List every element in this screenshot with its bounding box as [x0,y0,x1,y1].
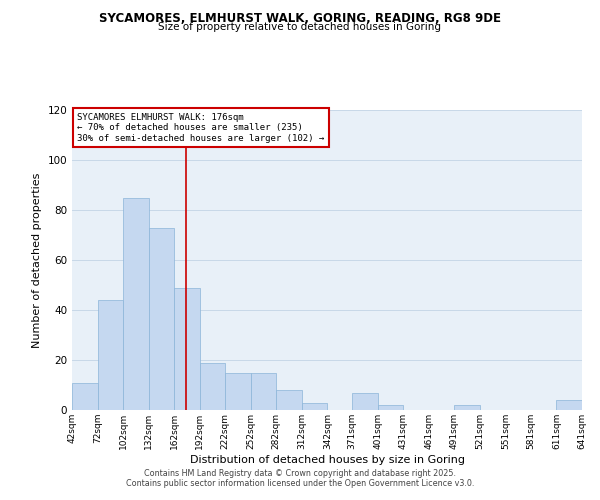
Text: SYCAMORES ELMHURST WALK: 176sqm
← 70% of detached houses are smaller (235)
30% o: SYCAMORES ELMHURST WALK: 176sqm ← 70% of… [77,113,325,143]
Bar [454,405,480,410]
Bar [98,300,123,410]
Text: SYCAMORES, ELMHURST WALK, GORING, READING, RG8 9DE: SYCAMORES, ELMHURST WALK, GORING, READIN… [99,12,501,26]
Y-axis label: Number of detached properties: Number of detached properties [32,172,42,348]
Text: Size of property relative to detached houses in Goring: Size of property relative to detached ho… [158,22,442,32]
Text: Contains HM Land Registry data © Crown copyright and database right 2025.: Contains HM Land Registry data © Crown c… [144,468,456,477]
Bar [556,400,582,410]
Bar [123,198,149,410]
Bar [174,288,200,410]
Bar [149,228,174,410]
Bar [225,372,251,410]
X-axis label: Distribution of detached houses by size in Goring: Distribution of detached houses by size … [190,454,464,464]
Text: Contains public sector information licensed under the Open Government Licence v3: Contains public sector information licen… [126,478,474,488]
Bar [277,390,302,410]
Bar [302,402,328,410]
Bar [377,405,403,410]
Bar [200,362,225,410]
Bar [72,382,98,410]
Bar [352,392,377,410]
Bar [251,372,277,410]
